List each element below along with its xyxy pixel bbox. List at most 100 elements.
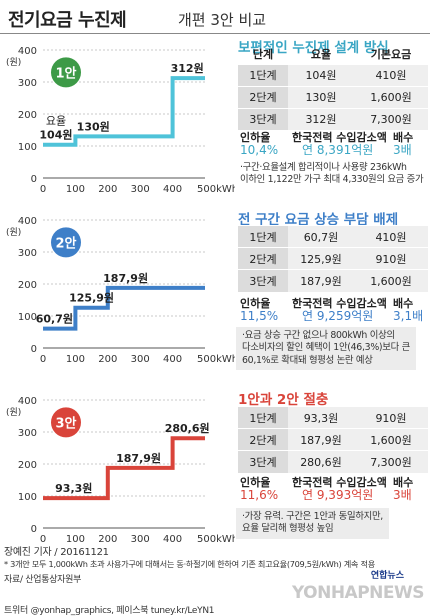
rate-cell: 60,7원 [288,225,354,248]
byline: 장예진 기자 / 20161121 [4,547,109,558]
y-axis-label: (원) [6,57,21,68]
value-label: 312원 [171,61,204,75]
x-tick-label: 200 [98,184,117,195]
footnote: * 3개안 모두 1,000kWh 초과 사용가구에 대해서는 동·하절기에 한… [4,559,375,569]
table-row: 2단계 130원 1,600원 [238,85,428,108]
plan-badge-label: 2안 [55,235,76,251]
stat-label: 인하율 [240,297,271,310]
plan1-multiple: 배수 3배 [393,131,413,157]
stat-value: 연 8,391억원 [302,143,374,157]
x-tick-label: 500kWh [197,184,235,195]
plan3-reduction-rate: 인하율 11,6% [240,476,278,502]
x-tick-label: 300 [131,184,150,195]
step-cell: 3단계 [238,269,288,292]
x-tick-label: 0 [40,184,46,195]
stat-value: 연 9,393억원 [302,488,374,502]
basic-fee-cell: 7,300원 [354,107,428,130]
plan2-chart: 400 300 200 100 0 (원) 0 100 200 300 400 500kWh 2안 60,… [6,216,235,365]
social-links: 트위터 @yonhap_graphics, 페이스북 tuney.kr/LeYN… [4,606,215,616]
rate-cell: 130원 [288,85,354,108]
table-row: 3단계 312원 7,300원 [238,107,428,130]
y-tick-label: 400 [18,396,37,407]
note-line: ·구간·요율설계 합리적이나 사용량 236kWh [240,162,407,173]
stat-value: 3,1배 [393,309,424,323]
plan-badge-label: 3안 [55,415,76,431]
basic-fee-cell: 910원 [354,247,428,270]
title-divider [0,33,430,34]
plan1-note: ·구간·요율설계 합리적이나 사용량 236kWh 이하인 1,122만 가구 … [240,162,424,187]
plan2-revenue-loss: 한국전력 수입감소액 연 9,259억원 [292,297,387,323]
stat-label: 한국전력 수입감소액 [292,297,387,310]
header-cell: 기본요금 [370,47,412,61]
plan2-title: 전 구간 요금 상승 부담 배제 [238,212,399,228]
y-tick-label: 200 [18,460,37,471]
value-label: 280,6원 [165,421,210,435]
plan1-title: 보편적인 누진제 설계 방식 [238,40,389,56]
x-tick-label: 400 [163,184,182,195]
y-axis-label: (원) [6,407,21,418]
table-row: 1단계 60,7원 410원 [238,225,428,248]
plan-badge-label: 1안 [55,65,76,81]
rate-cell: 280,6원 [288,450,354,473]
plan3-table: 1단계 93,3원 910원 2단계 187,9원 1,600원 3단계 280… [238,406,428,473]
source: 자료/ 산업통상자원부 [4,575,82,585]
note-line: 60,1%로 확대돼 형평성 논란 예상 [242,354,373,366]
value-label: 93,3원 [55,481,92,495]
y-tick-label: 300 [18,78,37,89]
x-tick-label: 500kWh [197,534,235,545]
x-tick-label: 200 [98,354,117,365]
basic-fee-cell: 7,300원 [354,450,428,473]
plan3-title: 1안과 2안 절충 [238,392,329,408]
plan2-reduction-rate: 인하율 11,5% [240,297,278,323]
table-row: 3단계 187,9원 1,600원 [238,269,428,292]
plan3-chart: 400 300 200 100 0 (원) 0 100 200 300 400 500kWh 3안 93,… [6,396,235,545]
step-cell: 2단계 [238,85,288,108]
y-tick-label: 400 [18,216,37,227]
plan2-table: 1단계 60,7원 410원 2단계 125,9원 910원 3단계 187,9… [238,225,428,292]
y-tick-label: 100 [18,142,37,153]
header-cell: 요율 [310,47,332,61]
value-label: 130원 [77,119,110,133]
stat-value: 3배 [393,143,412,157]
step-line [43,76,205,147]
table-row: 2단계 125,9원 910원 [238,247,428,270]
step-cell: 3단계 [238,450,288,473]
x-tick-label: 300 [131,354,150,365]
page-subtitle: 개편 3안 비교 [178,11,267,29]
note-line: 요율 달리해 형평성 높임 [242,523,334,535]
step-cell: 2단계 [238,428,288,451]
plan1-table: 단계 요율 기본요금 1단계 104원 410원 2단계 130원 1,600원… [238,44,428,130]
plan1-table-header: 단계 요율 기본요금 [238,44,428,64]
value-label: 104원 [39,128,72,142]
rate-cell: 187,9원 [288,269,354,292]
y-tick-label: 200 [18,280,37,291]
basic-fee-cell: 1,600원 [354,269,428,292]
table-row: 1단계 104원 410원 [238,63,428,86]
stat-value: 3배 [393,488,412,502]
x-tick-label: 400 [163,534,182,545]
plan-badge [51,57,81,88]
stat-value: 연 9,259억원 [302,309,374,323]
plan-badge [51,407,81,438]
y-tick-label: 0 [31,174,37,185]
table-row: 3단계 280,6원 7,300원 [238,450,428,473]
x-tick-label: 500kWh [197,354,235,365]
note-line: ·요금 상승 구간 없으나 800kWh 이상의 [242,330,395,341]
y-tick-label: 0 [31,344,37,355]
x-tick-label: 100 [66,354,85,365]
rate-label: 요율 [46,115,66,128]
x-tick-label: 400 [163,354,182,365]
plan3-note: ·가장 유력. 구간은 1안과 동일하지만, 요율 달리해 형평성 높임 [236,508,389,539]
step-cell: 1단계 [238,406,288,429]
rate-cell: 104원 [288,63,354,86]
step-line [43,285,205,331]
x-tick-label: 300 [131,534,150,545]
plan3-multiple: 배수 3배 [393,476,413,502]
x-tick-label: 0 [40,534,46,545]
x-tick-label: 200 [98,534,117,545]
y-tick-label: 0 [31,524,37,535]
step-cell: 1단계 [238,63,288,86]
header-cell: 단계 [252,47,274,61]
x-tick-label: 100 [66,184,85,195]
basic-fee-cell: 410원 [354,225,428,248]
